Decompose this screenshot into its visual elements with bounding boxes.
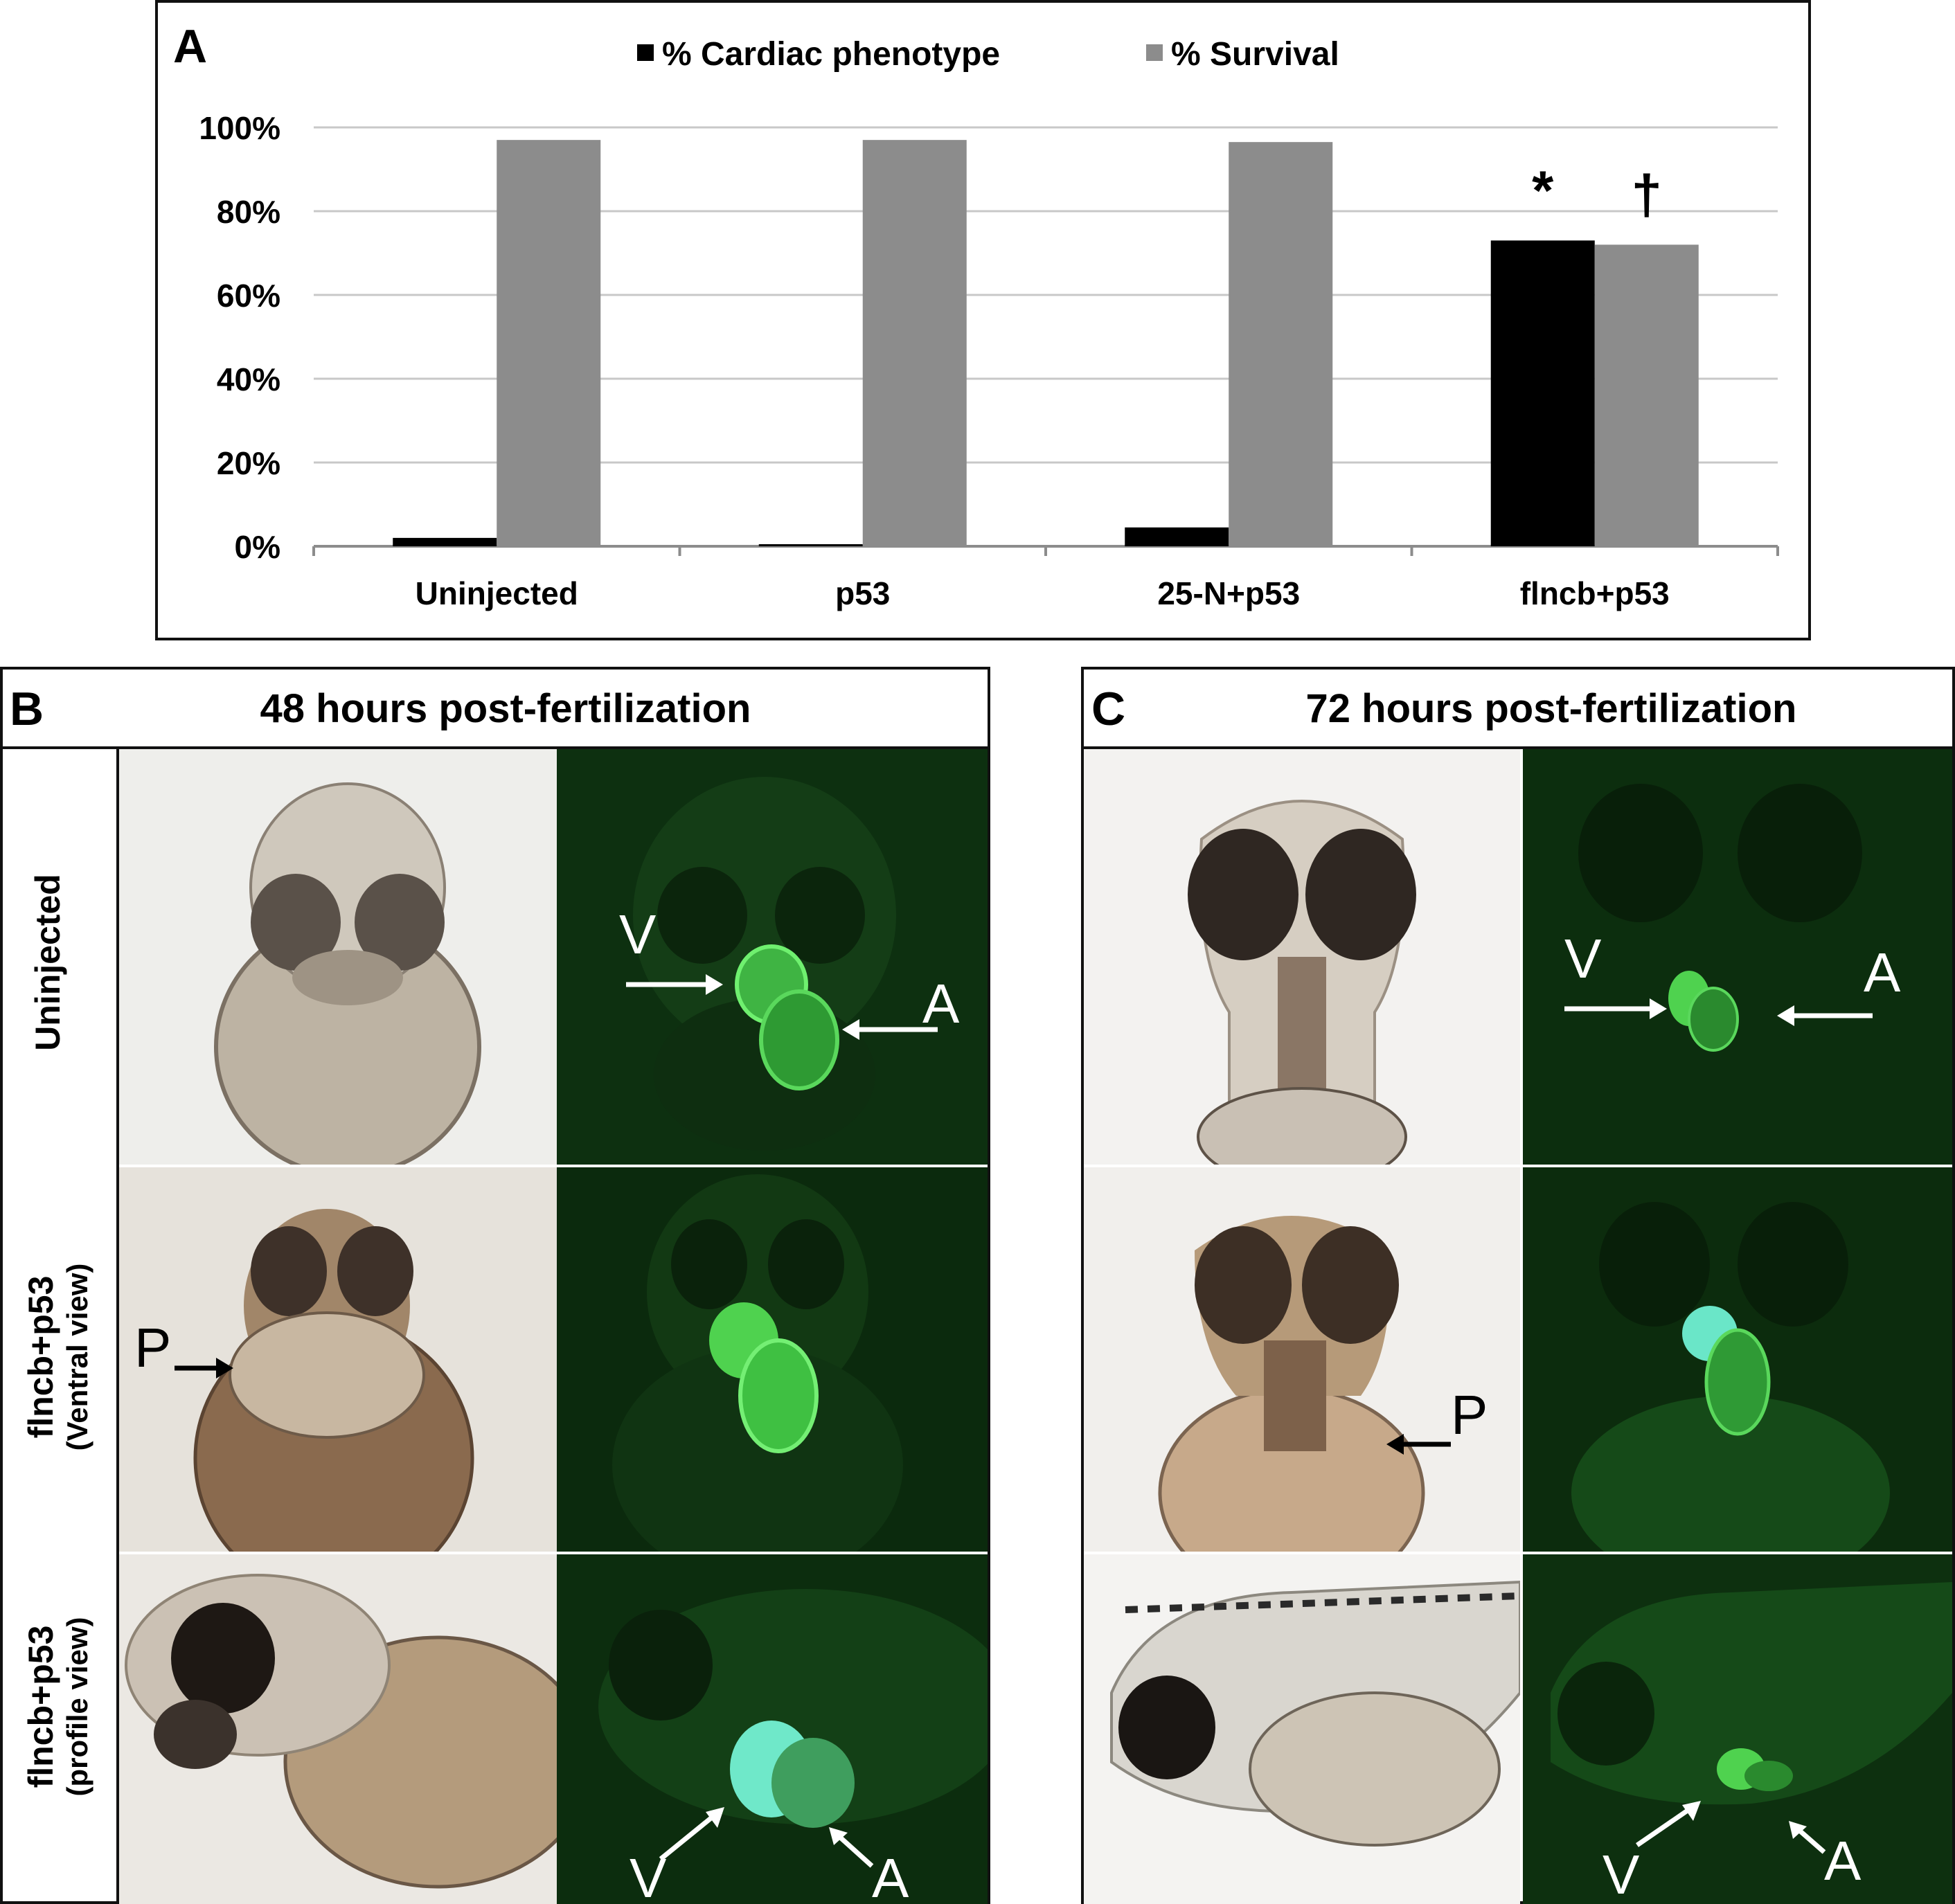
svg-text:V: V bbox=[1564, 928, 1602, 989]
image-48h-uninjected-brightfield bbox=[119, 749, 557, 1165]
image-48h-flncb-profile-fluorescence: V A bbox=[557, 1554, 988, 1904]
panel-b-label-divider bbox=[116, 746, 119, 1904]
panel-c-header-divider bbox=[1081, 746, 1955, 749]
svg-text:A: A bbox=[1864, 942, 1901, 1003]
image-48h-uninjected-fluorescence: V A bbox=[557, 749, 988, 1165]
bar-survival bbox=[1594, 244, 1699, 546]
svg-text:V: V bbox=[619, 904, 657, 965]
svg-text:P: P bbox=[134, 1317, 171, 1378]
y-tick-label: 100% bbox=[199, 110, 280, 146]
y-tick-label: 0% bbox=[235, 529, 280, 565]
svg-text:P: P bbox=[1451, 1384, 1488, 1446]
image-48h-flncb-profile-brightfield bbox=[119, 1554, 557, 1904]
panel-b-letter: B bbox=[10, 683, 44, 735]
panel-b-header-divider bbox=[0, 746, 990, 749]
panel-b-title: 48 hours post‑fertilization bbox=[260, 686, 751, 731]
image-48h-flncb-ventral-brightfield: P bbox=[119, 1167, 557, 1552]
svg-text:A: A bbox=[922, 973, 960, 1034]
svg-text:A: A bbox=[872, 1847, 909, 1904]
y-tick-label: 20% bbox=[217, 445, 280, 481]
bar-cardiac bbox=[1125, 527, 1229, 546]
image-72h-flncb-profile-fluorescence: V A bbox=[1523, 1554, 1952, 1904]
bar-survival bbox=[497, 140, 601, 546]
svg-text:V: V bbox=[630, 1847, 667, 1904]
bar-cardiac bbox=[1490, 240, 1595, 546]
row-label-flncb-ventral: flncb+p53 (Ventral view) bbox=[21, 1263, 93, 1451]
y-tick-label: 80% bbox=[217, 194, 280, 230]
legend-swatch bbox=[637, 44, 654, 61]
svg-text:V: V bbox=[1603, 1844, 1640, 1904]
row-label-flncb-profile: flncb+p53 (profile view) bbox=[21, 1617, 93, 1797]
significance-marker: * bbox=[1532, 159, 1554, 221]
x-tick-label: p53 bbox=[835, 575, 890, 611]
y-tick-label: 60% bbox=[217, 278, 280, 314]
bar-survival bbox=[1229, 142, 1333, 547]
image-72h-uninjected-fluorescence: V A bbox=[1523, 749, 1952, 1165]
panel-a-letter: A bbox=[173, 20, 208, 73]
panel-c-letter: C bbox=[1091, 683, 1126, 735]
x-tick-label: 25-N+p53 bbox=[1157, 575, 1300, 611]
y-tick-label: 40% bbox=[217, 361, 280, 397]
image-48h-flncb-ventral-fluorescence bbox=[557, 1167, 988, 1552]
panel-c-title: 72 hours post‑fertilization bbox=[1305, 686, 1797, 731]
legend-label: % Survival bbox=[1171, 36, 1339, 73]
row-label-uninjected: Uninjected bbox=[28, 874, 67, 1051]
x-tick-label: Uninjected bbox=[416, 575, 578, 611]
image-72h-flncb-ventral-fluorescence bbox=[1523, 1167, 1952, 1552]
x-tick-label: flncb+p53 bbox=[1520, 575, 1670, 611]
image-72h-flncb-profile-brightfield bbox=[1084, 1554, 1520, 1904]
bar-cardiac bbox=[393, 537, 497, 546]
image-72h-uninjected-brightfield bbox=[1084, 749, 1520, 1165]
bar-chart: 0% 20% 40% 60% 80% 100% Uninjected p53 25-N+p53 f… bbox=[199, 36, 1779, 611]
image-72h-flncb-ventral-brightfield: P bbox=[1084, 1167, 1520, 1552]
bar-survival bbox=[862, 140, 967, 546]
legend-label: % Cardiac phenotype bbox=[662, 36, 1000, 73]
significance-marker: † bbox=[1632, 163, 1663, 225]
bar-cardiac bbox=[758, 544, 863, 546]
svg-text:A: A bbox=[1824, 1830, 1862, 1892]
legend-swatch bbox=[1146, 44, 1163, 61]
